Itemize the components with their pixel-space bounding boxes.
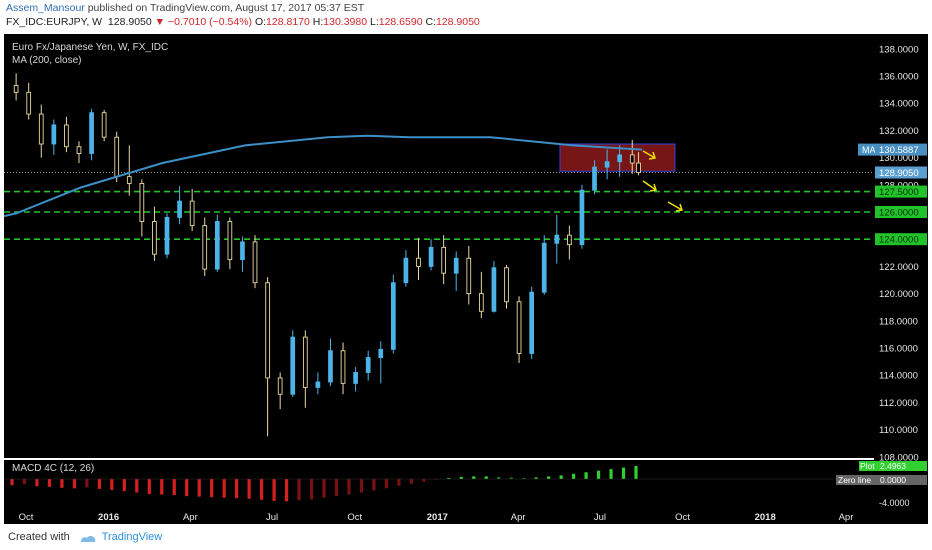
price-axis[interactable]	[874, 34, 928, 524]
chart-title-block: Euro Fx/Japanese Yen, W, FX_IDC MA (200,…	[12, 41, 168, 67]
published-text: published on TradingView.com, August 17,…	[87, 2, 365, 14]
close-label: C:	[425, 16, 436, 28]
open-label: O:	[254, 16, 267, 28]
symbol-label: FX_IDC:EURJPY, W	[6, 16, 103, 28]
macd-title: MACD 4C (12, 26)	[12, 463, 95, 474]
high-value: 130.3980	[323, 16, 368, 28]
low-value: 128.6590	[378, 16, 423, 28]
ma-indicator-label: MA (200, close)	[12, 55, 82, 66]
time-axis[interactable]	[4, 508, 874, 524]
low-label: L:	[369, 16, 379, 28]
macd-panel[interactable]	[4, 460, 874, 508]
high-label: H:	[312, 16, 324, 28]
chart-title: Euro Fx/Japanese Yen, W, FX_IDC	[12, 42, 169, 53]
footer: Created with TradingView	[8, 529, 162, 545]
symbol-header: FX_IDC:EURJPY, W 128.9050 ▼ −0.7010 (−0.…	[6, 15, 480, 29]
created-with-text: Created with	[8, 531, 70, 543]
tradingview-brand[interactable]: TradingView	[101, 531, 163, 543]
open-value: 128.8170	[266, 16, 310, 28]
publish-header: Assem_Mansour published on TradingView.c…	[6, 0, 364, 16]
close-value: 128.9050	[435, 16, 480, 28]
tradingview-logo-icon	[79, 532, 97, 543]
down-arrow-icon: ▼	[154, 16, 166, 28]
price-change: −0.7010 (−0.54%)	[167, 16, 253, 28]
price-panel[interactable]	[4, 34, 874, 458]
author-link[interactable]: Assem_Mansour	[6, 2, 85, 14]
last-price: 128.9050	[107, 16, 152, 28]
